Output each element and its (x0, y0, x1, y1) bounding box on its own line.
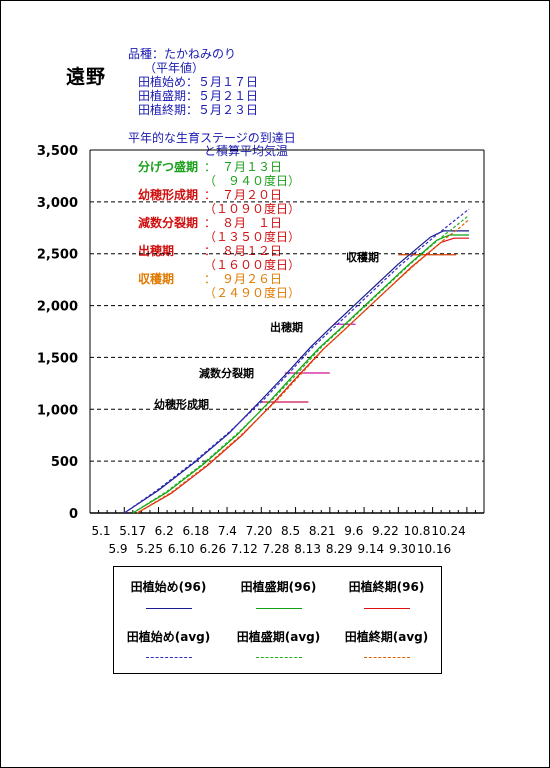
stage-date-meiosis: ： ８月 １日 (204, 216, 283, 230)
place-name: 遠野 (66, 66, 107, 88)
x-tick-label-row2: 9.14 (357, 542, 384, 556)
legend-swatch-peak-96 (256, 608, 302, 609)
stage-name-panicle: 幼穂形成期 (138, 188, 199, 202)
stage-name-harvest: 収穫期 (138, 272, 175, 286)
stage-name-meiosis: 減数分裂期 (138, 216, 199, 230)
x-tick-label-row2: 6.26 (199, 542, 226, 556)
series-line-avg (132, 214, 470, 514)
legend: 田植始め(96) 田植盛期(96) 田植終期(96) 田植始め(avg) 田植盛… (113, 566, 442, 674)
meiosis-mark-label: 減数分裂期 (199, 367, 254, 380)
series-line-96 (123, 230, 469, 514)
x-tick-label-row1: 6.2 (155, 524, 174, 538)
y-tick-label: 3,500 (37, 144, 78, 159)
legend-label-end-96: 田植終期(96) (348, 580, 425, 594)
legend-swatch-start-avg (146, 657, 192, 658)
x-tick-label-row1: 8.21 (309, 524, 336, 538)
stage-date-tillering: ： ７月１３日 (204, 160, 283, 174)
stage-name-tillering: 分げつ盛期 (138, 160, 199, 174)
variety-label: 品種：たかねみのり (128, 47, 237, 61)
x-tick-label-row2: 10.16 (417, 542, 451, 556)
stage-name-heading: 出穂期 (138, 244, 175, 258)
y-tick-label: 500 (51, 455, 78, 470)
x-tick-label-row1: 8.5 (281, 524, 300, 538)
x-tick-label-row1: 5.17 (119, 524, 146, 538)
x-tick-label-row2: 8.29 (326, 542, 353, 556)
legend-swatch-start-96 (146, 608, 192, 609)
panicle-mark-label: 幼穂形成期 (154, 398, 209, 411)
series-line-96 (136, 237, 469, 514)
planting-end-label: 田植終期：５月２３日 (138, 103, 259, 117)
planting-start-label: 田植始め：５月１７日 (138, 75, 259, 89)
stage-dd-heading: （１６００度日） (204, 258, 301, 272)
normal-label: （平年値） (144, 61, 205, 75)
y-tick-label: 2,000 (37, 300, 78, 315)
x-tick-label-row1: 10.24 (431, 524, 465, 538)
y-tick-label: 1,500 (37, 351, 78, 366)
legend-swatch-peak-avg (256, 657, 302, 658)
x-tick-label-row2: 8.13 (294, 542, 321, 556)
y-tick-label: 0 (69, 507, 78, 522)
x-tick-label-row2: 7.12 (231, 542, 258, 556)
x-tick-label-row2: 9.30 (389, 542, 416, 556)
stage-date-panicle: ： ７月２０日 (204, 188, 283, 202)
x-tick-label-row1: 6.18 (182, 524, 209, 538)
stage-dd-harvest: （２４９０度日） (204, 286, 301, 300)
x-tick-label-row2: 6.10 (168, 542, 195, 556)
stage-dd-tillering: （ ９４０度日） (204, 174, 301, 188)
legend-swatch-end-96 (364, 608, 410, 609)
y-tick-label: 3,000 (37, 196, 78, 211)
stage-date-heading: ： ８月１２日 (204, 244, 283, 258)
stage-date-harvest: ： ９月２６日 (204, 272, 283, 286)
x-tick-label-row1: 7.4 (218, 524, 237, 538)
series-line-avg (136, 219, 470, 514)
y-tick-label: 1,000 (37, 403, 78, 418)
x-tick-label-row1: 5.1 (91, 524, 110, 538)
legend-label-end-avg: 田植終期(avg) (344, 630, 429, 644)
harvest-mark-label: 収穫期 (346, 251, 379, 264)
legend-label-start-96: 田植始め(96) (130, 580, 207, 594)
x-tick-label-row2: 5.25 (136, 542, 163, 556)
x-tick-label-row1: 7.20 (246, 524, 273, 538)
series-line-avg (123, 208, 470, 514)
x-tick-label-row2: 7.28 (263, 542, 290, 556)
x-tick-label-row1: 9.22 (372, 524, 399, 538)
y-tick-label: 2,500 (37, 248, 78, 263)
x-tick-label-row1: 9.6 (344, 524, 363, 538)
x-tick-label-row1: 10.8 (404, 524, 431, 538)
stage-dd-panicle: （１０９０度日） (204, 202, 301, 216)
planting-peak-label: 田植盛期：５月２１日 (138, 89, 259, 103)
stage-header-line1: 平年的な生育ステージの到達日 (128, 131, 296, 145)
stage-header-line2: と積算平均気温 (204, 144, 289, 158)
legend-label-peak-avg: 田植盛期(avg) (236, 630, 321, 644)
legend-label-peak-96: 田植盛期(96) (240, 580, 317, 594)
stage-dd-meiosis: （１３５０度日） (204, 230, 301, 244)
legend-label-start-avg: 田植始め(avg) (126, 630, 211, 644)
x-tick-label-row2: 5.9 (108, 542, 127, 556)
heading-mark-label: 出穂期 (270, 321, 303, 334)
series-line-96 (132, 234, 469, 514)
legend-swatch-end-avg (364, 657, 410, 658)
